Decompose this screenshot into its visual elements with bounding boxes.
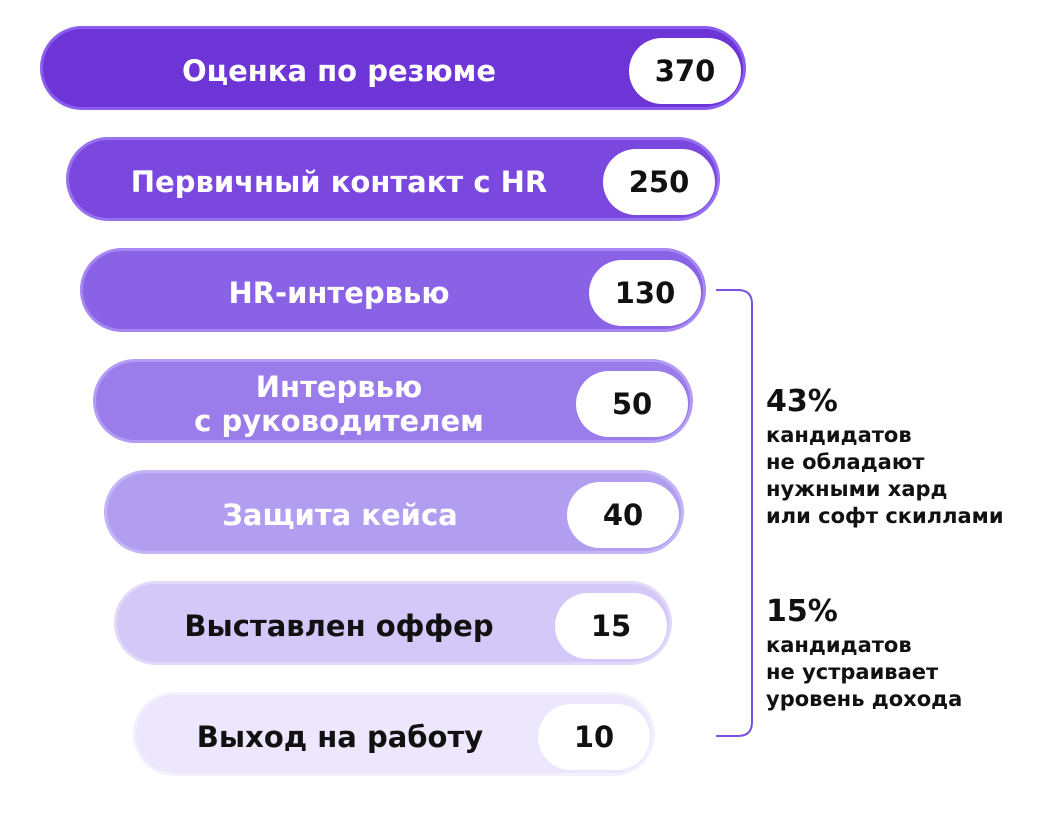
stage-count: 10 [538, 704, 650, 770]
stage-manager-interview: Интервью с руководителем 50 [93, 359, 693, 443]
note-percent: 43% [766, 384, 838, 419]
stage-resume-screening: Оценка по резюме 370 [40, 26, 746, 110]
stage-start-work: Выход на работу 10 [133, 692, 655, 776]
stage-label: Выставлен оффер [184, 609, 494, 643]
stage-label: Первичный контакт с HR [130, 165, 548, 199]
note-percent: 15% [766, 594, 838, 629]
stage-label: Оценка по резюме [181, 54, 497, 88]
note-income-dropoff: 15% кандидатов не устраивает уровень дох… [766, 592, 962, 713]
stage-offer-made: Выставлен оффер 15 [114, 581, 672, 665]
stage-hr-first-contact: Первичный контакт с HR 250 [66, 137, 720, 221]
stage-label: Интервью с руководителем [194, 370, 484, 438]
stage-count: 15 [555, 593, 667, 659]
stage-case-defense: Защита кейса 40 [104, 470, 684, 554]
stage-label: Защита кейса [222, 498, 458, 532]
stage-count: 130 [589, 260, 701, 326]
note-skills-dropoff: 43% кандидатов не обладают нужными хард … [766, 382, 1004, 530]
stage-label: Выход на работу [196, 720, 484, 754]
stage-count: 250 [603, 149, 715, 215]
stage-count: 40 [567, 482, 679, 548]
stage-hr-interview: HR-интервью 130 [80, 248, 706, 332]
stage-label: HR-интервью [228, 276, 450, 310]
bracket-line [716, 289, 753, 737]
note-text: кандидатов не обладают нужными хард или … [766, 423, 1004, 528]
note-text: кандидатов не устраивает уровень дохода [766, 633, 963, 711]
stage-count: 50 [576, 371, 688, 437]
stage-count: 370 [629, 38, 741, 104]
